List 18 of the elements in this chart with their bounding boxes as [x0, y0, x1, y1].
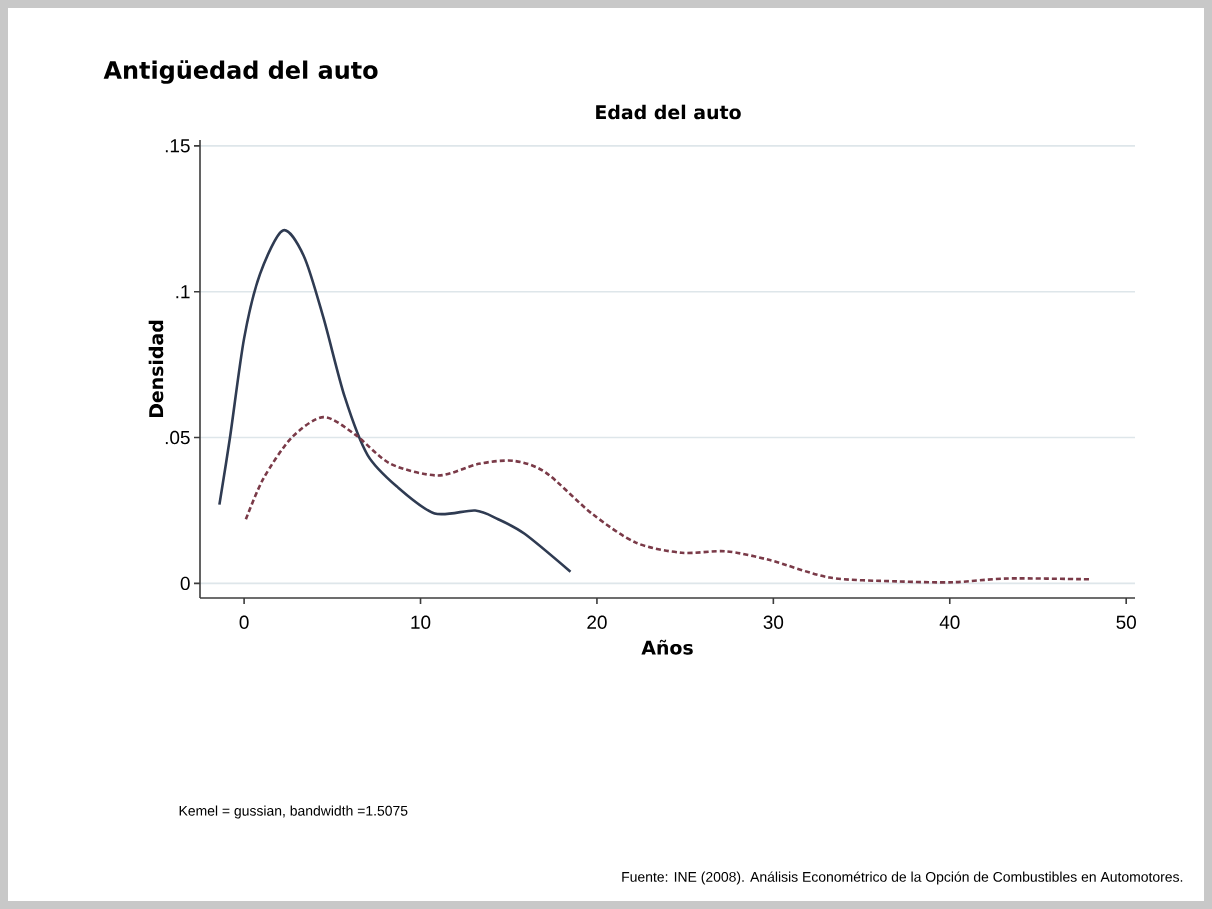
line-series [218, 229, 572, 574]
y-tick-label: .1 [176, 285, 190, 299]
x-tick-label: 20 [587, 615, 607, 629]
text: Kemel = gussian, bandwidth =1.5075 [179, 805, 408, 819]
chart-subtitle: Edad del auto [596, 104, 741, 120]
y-tick-label: .15 [165, 139, 190, 153]
x-tick-label: 40 [939, 615, 960, 629]
source-note: Fuente: INE (2008). Análisis Econométrico de la Opción de Combustibles en Automotores. [622, 871, 1183, 885]
chart-title: Antigüedad del auto [103, 60, 378, 84]
line-series [244, 415, 1091, 584]
x-axis-title: Años [641, 639, 693, 655]
x-tick-label: 0 [239, 615, 249, 629]
x-tick-label: 30 [763, 615, 784, 629]
x-tick-label: 10 [411, 615, 431, 629]
x-tick-label: 50 [1116, 615, 1136, 629]
y-tick-label: 0 [180, 576, 190, 591]
y-axis-title: Densidad [148, 320, 164, 418]
y-tick-label: .05 [165, 430, 190, 445]
